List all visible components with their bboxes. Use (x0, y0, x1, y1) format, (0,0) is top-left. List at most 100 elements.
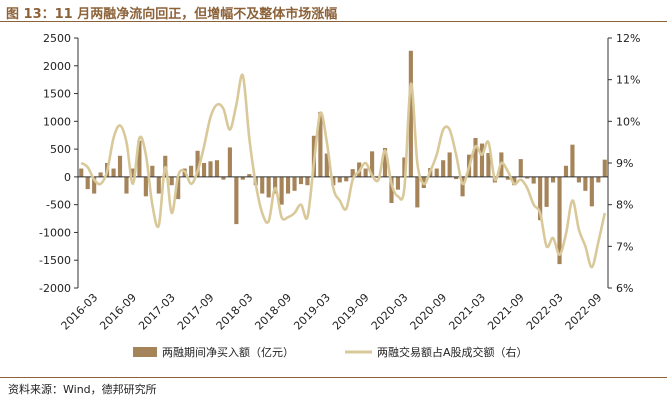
line-series (80, 73, 607, 269)
left-tick-label-2: 1500 (43, 88, 71, 101)
bar-44 (363, 168, 368, 177)
bar-3 (98, 172, 103, 177)
left-tick-label-1: 2000 (43, 60, 71, 73)
legend: 两融期间净买入额（亿元） 两融交易额占A股成交额（右） (133, 345, 528, 359)
figure-title: 图 13：11 月两融净流向回正，但增幅不及整体市场涨幅 (6, 7, 338, 22)
right-tick-label-3: 9% (616, 157, 633, 170)
left-tick-label-3: 1000 (43, 115, 71, 128)
bar-0 (79, 168, 84, 177)
bar-42 (350, 169, 355, 177)
bar-7 (124, 176, 129, 194)
x-tick-label-3: 2017-09 (175, 291, 217, 333)
bar-70 (531, 176, 536, 184)
legend-bar-label: 两融期间净买入额（亿元） (162, 345, 294, 359)
bar-58 (454, 176, 459, 180)
right-y-axis: 12% 11% 10% 9% 8% 7% 6% (608, 32, 640, 295)
bar-80 (596, 176, 601, 183)
x-tick-label-13: 2022-09 (563, 291, 605, 333)
x-tick-label-1: 2016-09 (97, 291, 139, 333)
source-divider (0, 377, 667, 378)
left-y-axis: 2500 2000 1500 1000 500 0 -500 -1000 -1500 -2000 (39, 32, 78, 295)
bar-30 (273, 176, 278, 194)
bar-51 (408, 50, 413, 177)
bar-67 (512, 176, 517, 186)
bar-40 (337, 176, 342, 183)
bar-41 (344, 176, 349, 182)
bar-74 (557, 176, 562, 265)
bar-69 (525, 176, 530, 179)
bar-26 (247, 174, 252, 177)
margin-share-line (80, 73, 607, 269)
bar-73 (550, 176, 556, 183)
x-tick-label-8: 2020-03 (369, 291, 411, 333)
bar-49 (395, 176, 401, 190)
x-tick-label-4: 2018-03 (214, 291, 256, 333)
bar-62 (479, 143, 485, 177)
bar-8 (130, 168, 136, 177)
left-tick-label-6: -500 (46, 199, 71, 212)
right-tick-label-4: 8% (616, 199, 633, 212)
title-divider (0, 21, 667, 22)
right-tick-label-5: 7% (616, 240, 633, 253)
bar-21 (214, 160, 220, 177)
bar-38 (324, 153, 329, 177)
bar-19 (201, 163, 207, 177)
bar-52 (415, 176, 420, 208)
bar-48 (389, 176, 394, 203)
bar-59 (460, 176, 465, 197)
bar-12 (156, 176, 161, 194)
x-tick-label-10: 2021-03 (446, 291, 488, 333)
bar-45 (370, 151, 375, 177)
left-tick-label-7: -1000 (39, 226, 71, 239)
x-tick-label-7: 2019-09 (330, 291, 372, 333)
x-tick-label-2: 2017-03 (136, 291, 178, 333)
bar-22 (221, 176, 226, 180)
plot-area (77, 38, 609, 288)
bar-31 (279, 176, 284, 205)
right-tick-label-0: 12% (616, 32, 640, 45)
bar-18 (195, 150, 200, 177)
bar-35 (305, 176, 310, 186)
bar-20 (208, 161, 213, 177)
bar-series (79, 50, 607, 265)
bar-10 (143, 176, 148, 197)
left-tick-label-0: 2500 (43, 32, 71, 45)
bar-34 (298, 176, 304, 185)
x-tick-label-0: 2016-03 (59, 291, 101, 333)
bar-5 (111, 168, 116, 177)
bar-17 (189, 165, 194, 177)
x-tick-label-9: 2020-09 (408, 291, 450, 333)
bar-28 (260, 176, 265, 194)
bar-57 (447, 152, 452, 177)
right-tick-label-1: 11% (616, 74, 640, 87)
left-tick-label-8: -1500 (39, 254, 71, 267)
bar-75 (563, 165, 569, 177)
right-tick-label-6: 6% (616, 282, 633, 295)
x-tick-label-12: 2022-03 (524, 291, 566, 333)
bar-78 (583, 176, 588, 191)
bar-79 (589, 176, 594, 207)
bar-77 (576, 176, 581, 183)
bar-15 (176, 176, 181, 200)
bar-68 (518, 159, 523, 177)
bar-11 (150, 165, 155, 177)
bar-55 (434, 168, 439, 177)
source-note: 资料来源：Wind，德邦研究所 (8, 383, 157, 396)
left-tick-label-5: 0 (64, 171, 71, 184)
bar-33 (292, 176, 297, 191)
bar-50 (402, 157, 407, 177)
bar-76 (570, 144, 575, 177)
bar-9 (137, 140, 142, 177)
bar-2 (92, 176, 97, 194)
bar-14 (169, 176, 174, 186)
bar-25 (240, 176, 245, 180)
bar-24 (234, 176, 239, 225)
left-tick-label-9: -2000 (39, 282, 71, 295)
bar-32 (285, 176, 291, 194)
right-tick-label-2: 10% (616, 115, 640, 128)
bar-71 (538, 176, 543, 221)
x-tick-label-11: 2021-09 (485, 291, 527, 333)
bar-61 (473, 138, 478, 177)
bar-47 (382, 148, 388, 177)
